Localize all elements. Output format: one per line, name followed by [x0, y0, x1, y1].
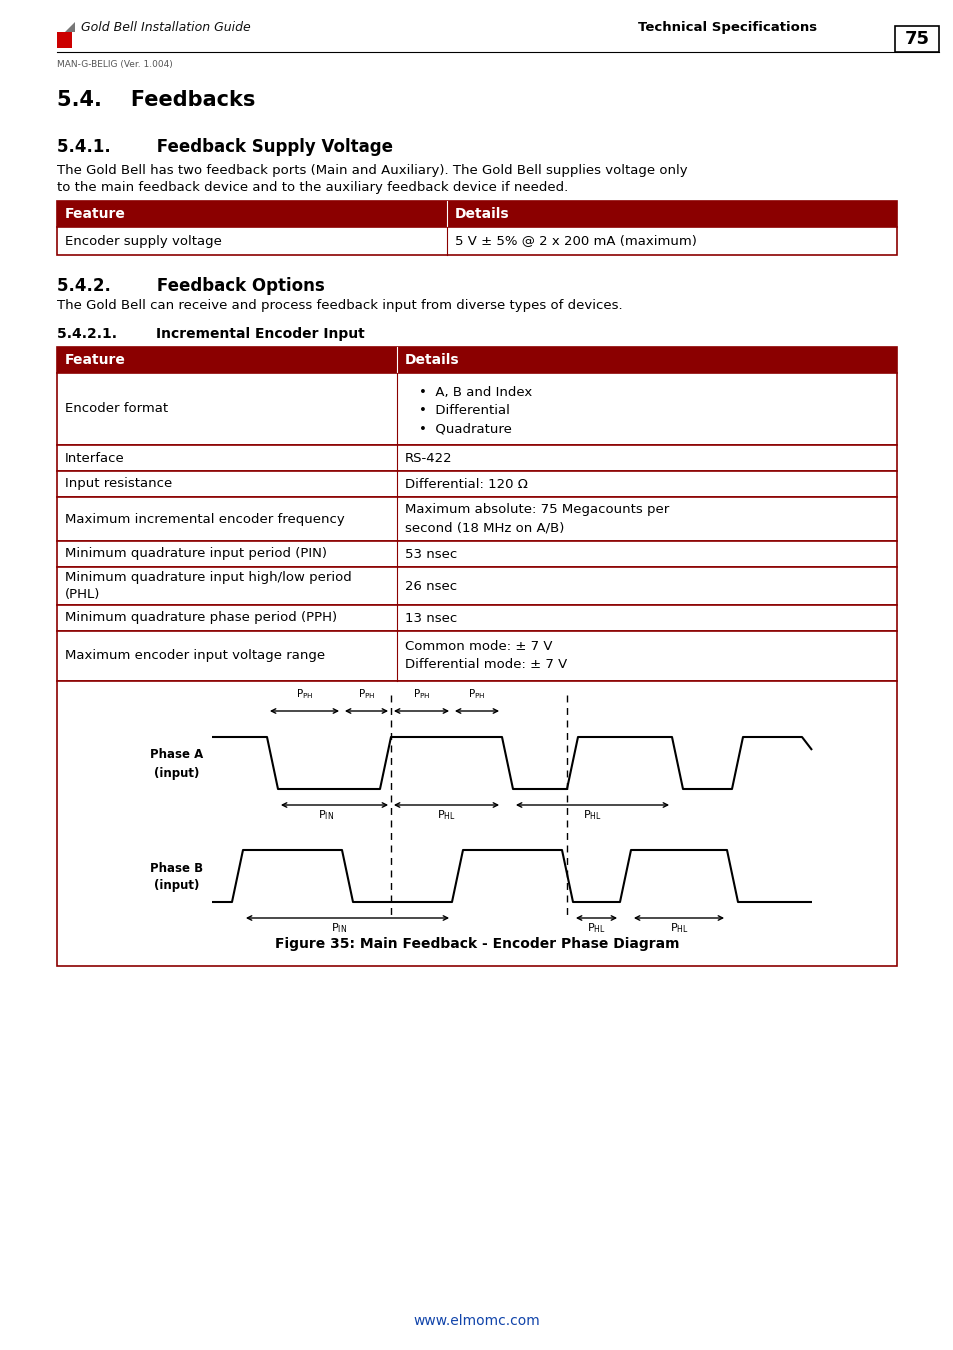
Text: Input resistance: Input resistance [65, 478, 172, 490]
Text: 5.4.2.        Feedback Options: 5.4.2. Feedback Options [57, 277, 324, 296]
Text: P$_{\rm PH}$: P$_{\rm PH}$ [413, 687, 430, 701]
Bar [57, 227, 896, 255]
Text: •  A, B and Index: • A, B and Index [418, 386, 532, 400]
Bar [57, 630, 896, 680]
Text: 5.4.1.        Feedback Supply Voltage: 5.4.1. Feedback Supply Voltage [57, 138, 393, 157]
Text: 53 nsec: 53 nsec [405, 548, 456, 560]
Text: 5.4.    Feedbacks: 5.4. Feedbacks [57, 90, 255, 109]
Text: P$_{\rm HL}$: P$_{\rm HL}$ [436, 809, 456, 822]
Polygon shape [65, 22, 75, 32]
Text: P$_{\rm HL}$: P$_{\rm HL}$ [582, 809, 601, 822]
Text: Maximum encoder input voltage range: Maximum encoder input voltage range [65, 649, 325, 663]
Text: Details: Details [455, 207, 509, 221]
Bar [57, 347, 896, 373]
Text: Feature: Feature [65, 207, 126, 221]
Text: Minimum quadrature input period (PIN): Minimum quadrature input period (PIN) [65, 548, 327, 560]
Polygon shape [65, 22, 75, 32]
Bar [57, 497, 896, 541]
Text: P$_{\rm IN}$: P$_{\rm IN}$ [331, 921, 347, 934]
Text: Figure 35: Main Feedback - Encoder Phase Diagram: Figure 35: Main Feedback - Encoder Phase… [274, 937, 679, 950]
Bar [57, 201, 896, 227]
Text: MAN-G-BELIG (Ver. 1.004): MAN-G-BELIG (Ver. 1.004) [57, 59, 172, 69]
Text: Gold Bell Installation Guide: Gold Bell Installation Guide [81, 22, 251, 34]
Text: 75: 75 [903, 30, 928, 49]
Text: Phase B: Phase B [151, 861, 203, 875]
Text: Minimum quadrature phase period (PPH): Minimum quadrature phase period (PPH) [65, 612, 336, 625]
Text: P$_{\rm PH}$: P$_{\rm PH}$ [468, 687, 485, 701]
Text: Encoder supply voltage: Encoder supply voltage [65, 235, 222, 247]
Text: The Gold Bell can receive and process feedback input from diverse types of devic: The Gold Bell can receive and process fe… [57, 298, 622, 312]
Text: www.elmomc.com: www.elmomc.com [414, 1314, 539, 1328]
Text: Technical Specifications: Technical Specifications [638, 22, 816, 34]
Text: Differential: 120 Ω: Differential: 120 Ω [405, 478, 527, 490]
Bar [57, 680, 896, 967]
Text: Encoder format: Encoder format [65, 402, 168, 416]
Text: Phase A: Phase A [151, 748, 203, 761]
Text: Common mode: ± 7 V
Differential mode: ± 7 V: Common mode: ± 7 V Differential mode: ± … [405, 640, 567, 671]
Text: The Gold Bell has two feedback ports (Main and Auxiliary). The Gold Bell supplie: The Gold Bell has two feedback ports (Ma… [57, 163, 687, 177]
Bar [57, 605, 896, 630]
Text: (input): (input) [154, 879, 199, 892]
Text: 5 V ± 5% @ 2 x 200 mA (maximum): 5 V ± 5% @ 2 x 200 mA (maximum) [455, 235, 696, 247]
Bar [57, 541, 896, 567]
Text: Details: Details [405, 352, 459, 367]
Text: Interface: Interface [65, 451, 125, 464]
Polygon shape [57, 32, 71, 49]
Text: P$_{\rm HL}$: P$_{\rm HL}$ [586, 921, 605, 934]
Text: 26 nsec: 26 nsec [405, 579, 456, 593]
Text: Minimum quadrature input high/low period
(PHL): Minimum quadrature input high/low period… [65, 571, 352, 601]
Text: P$_{\rm HL}$: P$_{\rm HL}$ [669, 921, 688, 934]
Text: Maximum incremental encoder frequency: Maximum incremental encoder frequency [65, 513, 344, 525]
Text: P$_{\rm PH}$: P$_{\rm PH}$ [357, 687, 375, 701]
Text: 5.4.2.1.        Incremental Encoder Input: 5.4.2.1. Incremental Encoder Input [57, 327, 364, 342]
Text: P$_{\rm PH}$: P$_{\rm PH}$ [295, 687, 313, 701]
Text: •  Quadrature: • Quadrature [418, 423, 512, 435]
Text: P$_{\rm IN}$: P$_{\rm IN}$ [318, 809, 335, 822]
Text: 13 nsec: 13 nsec [405, 612, 456, 625]
Text: to the main feedback device and to the auxiliary feedback device if needed.: to the main feedback device and to the a… [57, 181, 568, 194]
Text: Maximum absolute: 75 Megacounts per
second (18 MHz on A/B): Maximum absolute: 75 Megacounts per seco… [405, 504, 669, 535]
Bar [57, 471, 896, 497]
Text: RS-422: RS-422 [405, 451, 452, 464]
Text: Feature: Feature [65, 352, 126, 367]
Bar [57, 446, 896, 471]
Text: •  Differential: • Differential [418, 404, 509, 417]
Bar [894, 26, 938, 53]
Text: (input): (input) [154, 767, 199, 779]
Bar [57, 567, 896, 605]
Bar [57, 373, 896, 446]
